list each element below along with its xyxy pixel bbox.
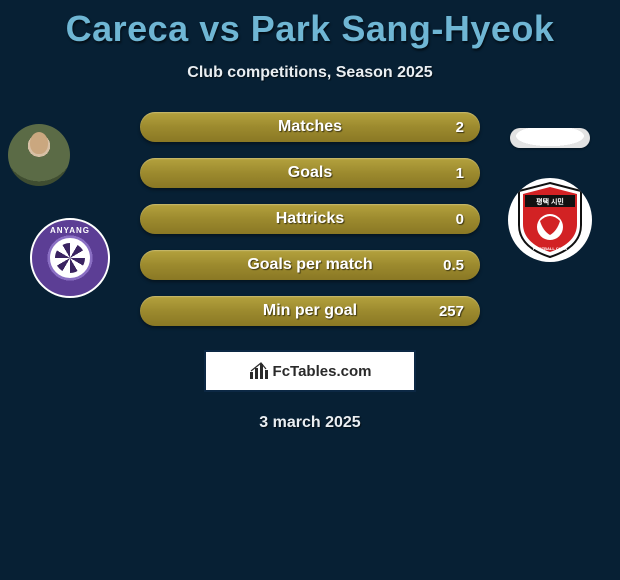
stat-value: 1 [456, 165, 464, 182]
stat-value: 0.5 [443, 257, 464, 274]
source-badge-text: FcTables.com [273, 363, 372, 380]
stat-bar-min-per-goal: Min per goal 257 [140, 296, 480, 326]
date-text: 3 march 2025 [0, 414, 620, 432]
svg-text:FOOTBALL CLUB: FOOTBALL CLUB [533, 246, 567, 251]
player-left-avatar [8, 124, 70, 186]
source-badge[interactable]: FcTables.com [204, 350, 416, 392]
phoenix-shield-icon: 평택 시민 FOOTBALL CLUB [515, 181, 585, 259]
subtitle: Club competitions, Season 2025 [0, 64, 620, 82]
stat-value: 2 [456, 119, 464, 136]
stat-label: Goals per match [247, 256, 372, 274]
stat-value: 257 [439, 303, 464, 320]
stat-label: Hattricks [276, 210, 344, 228]
stat-bar-goals: Goals 1 [140, 158, 480, 188]
club-left-badge [30, 218, 110, 298]
stat-label: Matches [278, 118, 342, 136]
bar-chart-icon [249, 362, 269, 380]
stat-value: 0 [456, 211, 464, 228]
stats-list: Matches 2 Goals 1 Hattricks 0 Goals per … [140, 112, 480, 326]
stat-label: Goals [288, 164, 332, 182]
page-title: Careca vs Park Sang-Hyeok [0, 0, 620, 50]
stat-bar-matches: Matches 2 [140, 112, 480, 142]
stat-label: Min per goal [263, 302, 357, 320]
svg-text:평택 시민: 평택 시민 [536, 197, 564, 206]
stat-bar-goals-per-match: Goals per match 0.5 [140, 250, 480, 280]
stat-bar-hattricks: Hattricks 0 [140, 204, 480, 234]
club-right-badge: 평택 시민 FOOTBALL CLUB [508, 178, 592, 262]
player-right-avatar [510, 128, 590, 148]
